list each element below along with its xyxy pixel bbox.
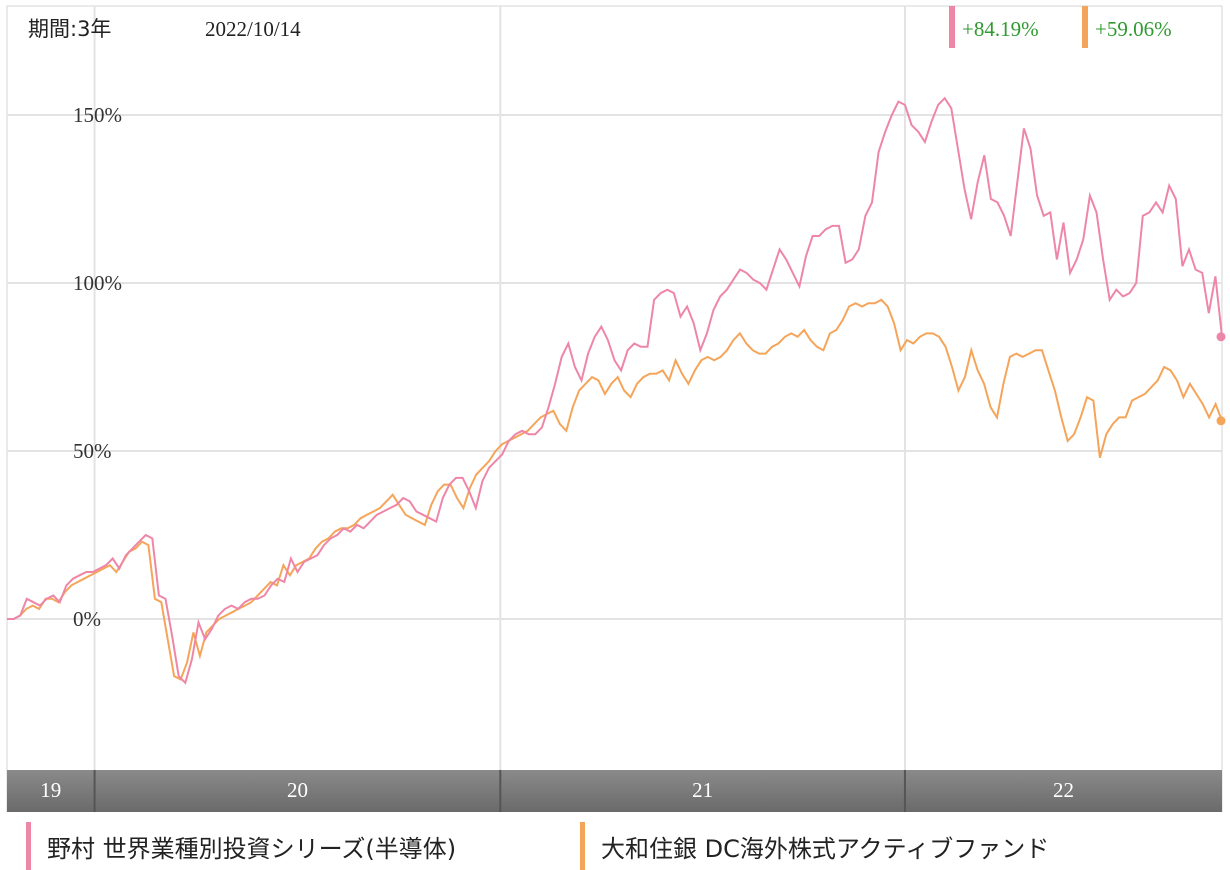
- y-tick-label-150: 150%: [73, 103, 122, 127]
- grid-lines: [7, 6, 1222, 770]
- legend-label-pink: 野村 世界業種別投資シリーズ(半導体): [47, 834, 457, 863]
- return-marker-orange: [1082, 6, 1088, 48]
- x-tick-label: 19: [40, 778, 61, 802]
- return-value-orange: +59.06%: [1095, 17, 1172, 41]
- series-line-orange: [7, 298, 1223, 681]
- y-tick-label-0: 0%: [73, 607, 101, 631]
- return-value-pink: +84.19%: [962, 17, 1039, 41]
- legend-swatch-pink: [26, 822, 31, 870]
- date-label: 2022/10/14: [205, 17, 301, 41]
- x-tick-label: 22: [1053, 778, 1074, 802]
- series-line-pink: [7, 96, 1223, 685]
- period-label: 期間:3年: [28, 17, 111, 41]
- y-tick-label-50: 50%: [73, 439, 112, 463]
- y-axis-ticks: 150% 100% 50% 0%: [73, 103, 122, 631]
- legend-item-pink: 野村 世界業種別投資シリーズ(半導体): [26, 822, 456, 870]
- legend-label-orange: 大和住銀 DC海外株式アクティブファンド: [601, 834, 1050, 863]
- x-tick-label: 20: [287, 778, 308, 802]
- x-tick-label: 21: [692, 778, 713, 802]
- series-end-point-orange: [1216, 416, 1226, 426]
- legend-item-orange: 大和住銀 DC海外株式アクティブファンド: [580, 822, 1049, 870]
- plot-frame: [6, 5, 1223, 812]
- legend: 野村 世界業種別投資シリーズ(半導体) 大和住銀 DC海外株式アクティブファンド: [0, 812, 1230, 870]
- year-band: [7, 770, 1222, 812]
- chart-canvas: 150% 100% 50% 0% 期間:3年 2022/10/14 +84.19…: [6, 5, 1226, 812]
- x-axis-year-labels: 19 20 21 22: [40, 770, 1074, 812]
- legend-swatch-orange: [580, 822, 585, 870]
- return-marker-pink: [949, 6, 955, 48]
- y-tick-label-100: 100%: [73, 271, 122, 295]
- series-end-point-pink: [1216, 332, 1226, 342]
